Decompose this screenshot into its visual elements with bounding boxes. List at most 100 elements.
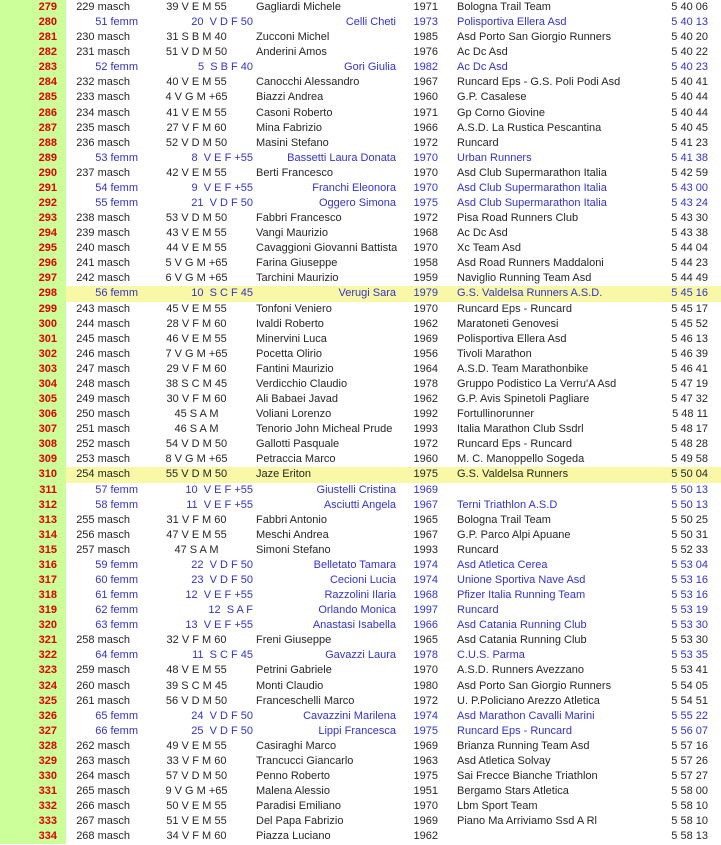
- athlete-name-cell: Trancucci Giancarlo: [256, 754, 354, 767]
- team-cell: Gruppo Podistico La Verru'A Asd: [457, 377, 617, 390]
- gender-rank-cell: 59 femm: [95, 558, 138, 571]
- time-cell: 5 40 45: [671, 121, 708, 134]
- birth-year-cell: 1962: [413, 393, 438, 406]
- position-cell: 301: [0, 331, 66, 347]
- team-cell: Tivoli Marathon: [457, 347, 532, 360]
- category-cell: 22 V D F 50: [191, 558, 253, 571]
- position-cell: 287: [0, 120, 66, 136]
- position-cell: 288: [0, 135, 66, 151]
- position-cell: 297: [0, 271, 66, 287]
- athlete-name-cell: Asciutti Angela: [323, 498, 396, 511]
- gender-rank-cell: 234 masch: [76, 106, 130, 119]
- position-cell: 311: [0, 482, 66, 498]
- athlete-name-cell: Meschi Andrea: [256, 528, 329, 541]
- position-cell: 300: [0, 316, 66, 332]
- athlete-name-cell: Pocetta Olirio: [256, 347, 323, 360]
- athlete-name-cell: Verugi Sara: [253, 286, 400, 302]
- birth-year-cell: 1982: [413, 61, 438, 74]
- team-cell: A.S.D. Runners Avezzano: [457, 664, 584, 677]
- table-row: 300 244 masch 28 V F M 60 Ivaldi Roberto…: [0, 316, 721, 332]
- time-cell: 5 43 38: [671, 227, 708, 240]
- position-cell: 294: [0, 226, 66, 242]
- athlete-name-cell: Cecioni Lucia: [329, 573, 396, 586]
- time-cell: 5 40 22: [671, 46, 708, 59]
- category-cell: 27 V F M 60: [166, 121, 227, 134]
- gender-rank-cell: 239 masch: [76, 227, 130, 240]
- table-row: 308 252 masch 54 V D M 50 Gallotti Pasqu…: [0, 437, 721, 453]
- category-cell: 33 V F M 60: [166, 754, 227, 767]
- team-cell: Asd Catania Running Club: [457, 619, 587, 632]
- position-cell: 282: [0, 45, 66, 61]
- position-cell: 332: [0, 799, 66, 815]
- team-cell: Urban Runners: [457, 151, 532, 164]
- team-cell: C.U.S. Parma: [457, 649, 525, 662]
- position-cell: 279: [0, 0, 66, 16]
- gender-rank-cell: 56 femm: [66, 286, 140, 302]
- table-row: 284 232 masch 40 V E M 55 Canocchi Aless…: [0, 75, 721, 91]
- athlete-name-cell: Orlando Monica: [318, 604, 396, 617]
- position-cell: 308: [0, 437, 66, 453]
- position-cell: 284: [0, 75, 66, 91]
- position-cell: 309: [0, 452, 66, 468]
- birth-year-cell: 1970: [413, 302, 438, 315]
- birth-year-cell: 1968: [413, 227, 438, 240]
- category-cell: 47 S A M: [174, 543, 219, 556]
- gender-rank-cell: 246 masch: [76, 347, 130, 360]
- table-row: 296 241 masch 5 V G M +65 Farina Giusepp…: [0, 256, 721, 272]
- athlete-name-cell: Belletato Tamara: [313, 558, 396, 571]
- position-cell: 321: [0, 633, 66, 649]
- athlete-name-cell: Bassetti Laura Donata: [287, 151, 396, 164]
- category-cell: 42 V E M 55: [166, 166, 227, 179]
- position-cell: 325: [0, 693, 66, 709]
- athlete-name-cell: Penno Roberto: [256, 769, 330, 782]
- gender-rank-cell: 264 masch: [76, 769, 130, 782]
- time-cell: 5 57 26: [671, 754, 708, 767]
- gender-rank-cell: 262 masch: [76, 739, 130, 752]
- gender-rank-cell: 64 femm: [95, 649, 138, 662]
- athlete-name-cell: Paradisi Emiliano: [256, 800, 341, 813]
- time-cell: 5 53 41: [671, 664, 708, 677]
- time-cell: 5 45 52: [671, 317, 708, 330]
- category-cell: 54 V D M 50: [165, 438, 228, 451]
- time-cell: 5 58 10: [671, 815, 708, 828]
- birth-year-cell: 1956: [413, 347, 438, 360]
- gender-rank-cell: 252 masch: [76, 438, 130, 451]
- category-cell: 43 V E M 55: [166, 227, 227, 240]
- team-cell: G.P. Casalese: [457, 91, 527, 104]
- birth-year-cell: 1979: [400, 286, 439, 302]
- time-cell: 5 41 23: [671, 136, 708, 149]
- time-cell: 5 40 44: [671, 91, 708, 104]
- athlete-name-cell: Lippi Francesca: [318, 724, 396, 737]
- category-cell: 30 V F M 60: [166, 393, 227, 406]
- category-cell: 55 V D M 50: [140, 467, 253, 483]
- birth-year-cell: 1964: [413, 362, 438, 375]
- time-cell: 5 44 23: [671, 257, 708, 270]
- athlete-name-cell: Franchi Eleonora: [312, 181, 396, 194]
- team-cell: Xc Team Asd: [457, 242, 521, 255]
- team-cell: Ac Dc Asd: [457, 61, 508, 74]
- gender-rank-cell: 249 masch: [76, 393, 130, 406]
- team-cell: U. P.Policiano Arezzo Atletica: [457, 694, 600, 707]
- gender-rank-cell: 52 femm: [95, 61, 138, 74]
- athlete-name-cell: Gagliardi Michele: [256, 1, 341, 13]
- birth-year-cell: 1967: [413, 498, 438, 511]
- gender-rank-cell: 58 femm: [95, 498, 138, 511]
- table-row: 306 250 masch 45 S A M Voliani Lorenzo 1…: [0, 407, 721, 423]
- category-cell: 51 V E M 55: [166, 815, 227, 828]
- position-cell: 333: [0, 814, 66, 830]
- position-cell: 314: [0, 527, 66, 543]
- table-row: 316 59 femm 22 V D F 50 Belletato Tamara…: [0, 557, 721, 573]
- team-cell: Asd Catania Running Club: [457, 634, 587, 647]
- category-cell: 9 V G M +65: [165, 785, 228, 798]
- position-cell: 322: [0, 648, 66, 664]
- time-cell: 5 53 19: [671, 604, 708, 617]
- category-cell: 52 V D M 50: [165, 136, 228, 149]
- gender-rank-cell: 238 masch: [76, 212, 130, 225]
- category-cell: 5 S B F 40: [197, 61, 253, 74]
- gender-rank-cell: 242 masch: [76, 272, 130, 285]
- time-cell: 5 40 06: [671, 1, 708, 13]
- table-row: 317 60 femm 23 V D F 50 Cecioni Lucia 19…: [0, 572, 721, 589]
- table-row: 279 229 masch 39 V E M 55 Gagliardi Mich…: [0, 0, 721, 16]
- athlete-name-cell: Farina Giuseppe: [256, 257, 338, 270]
- position-cell: 305: [0, 392, 66, 408]
